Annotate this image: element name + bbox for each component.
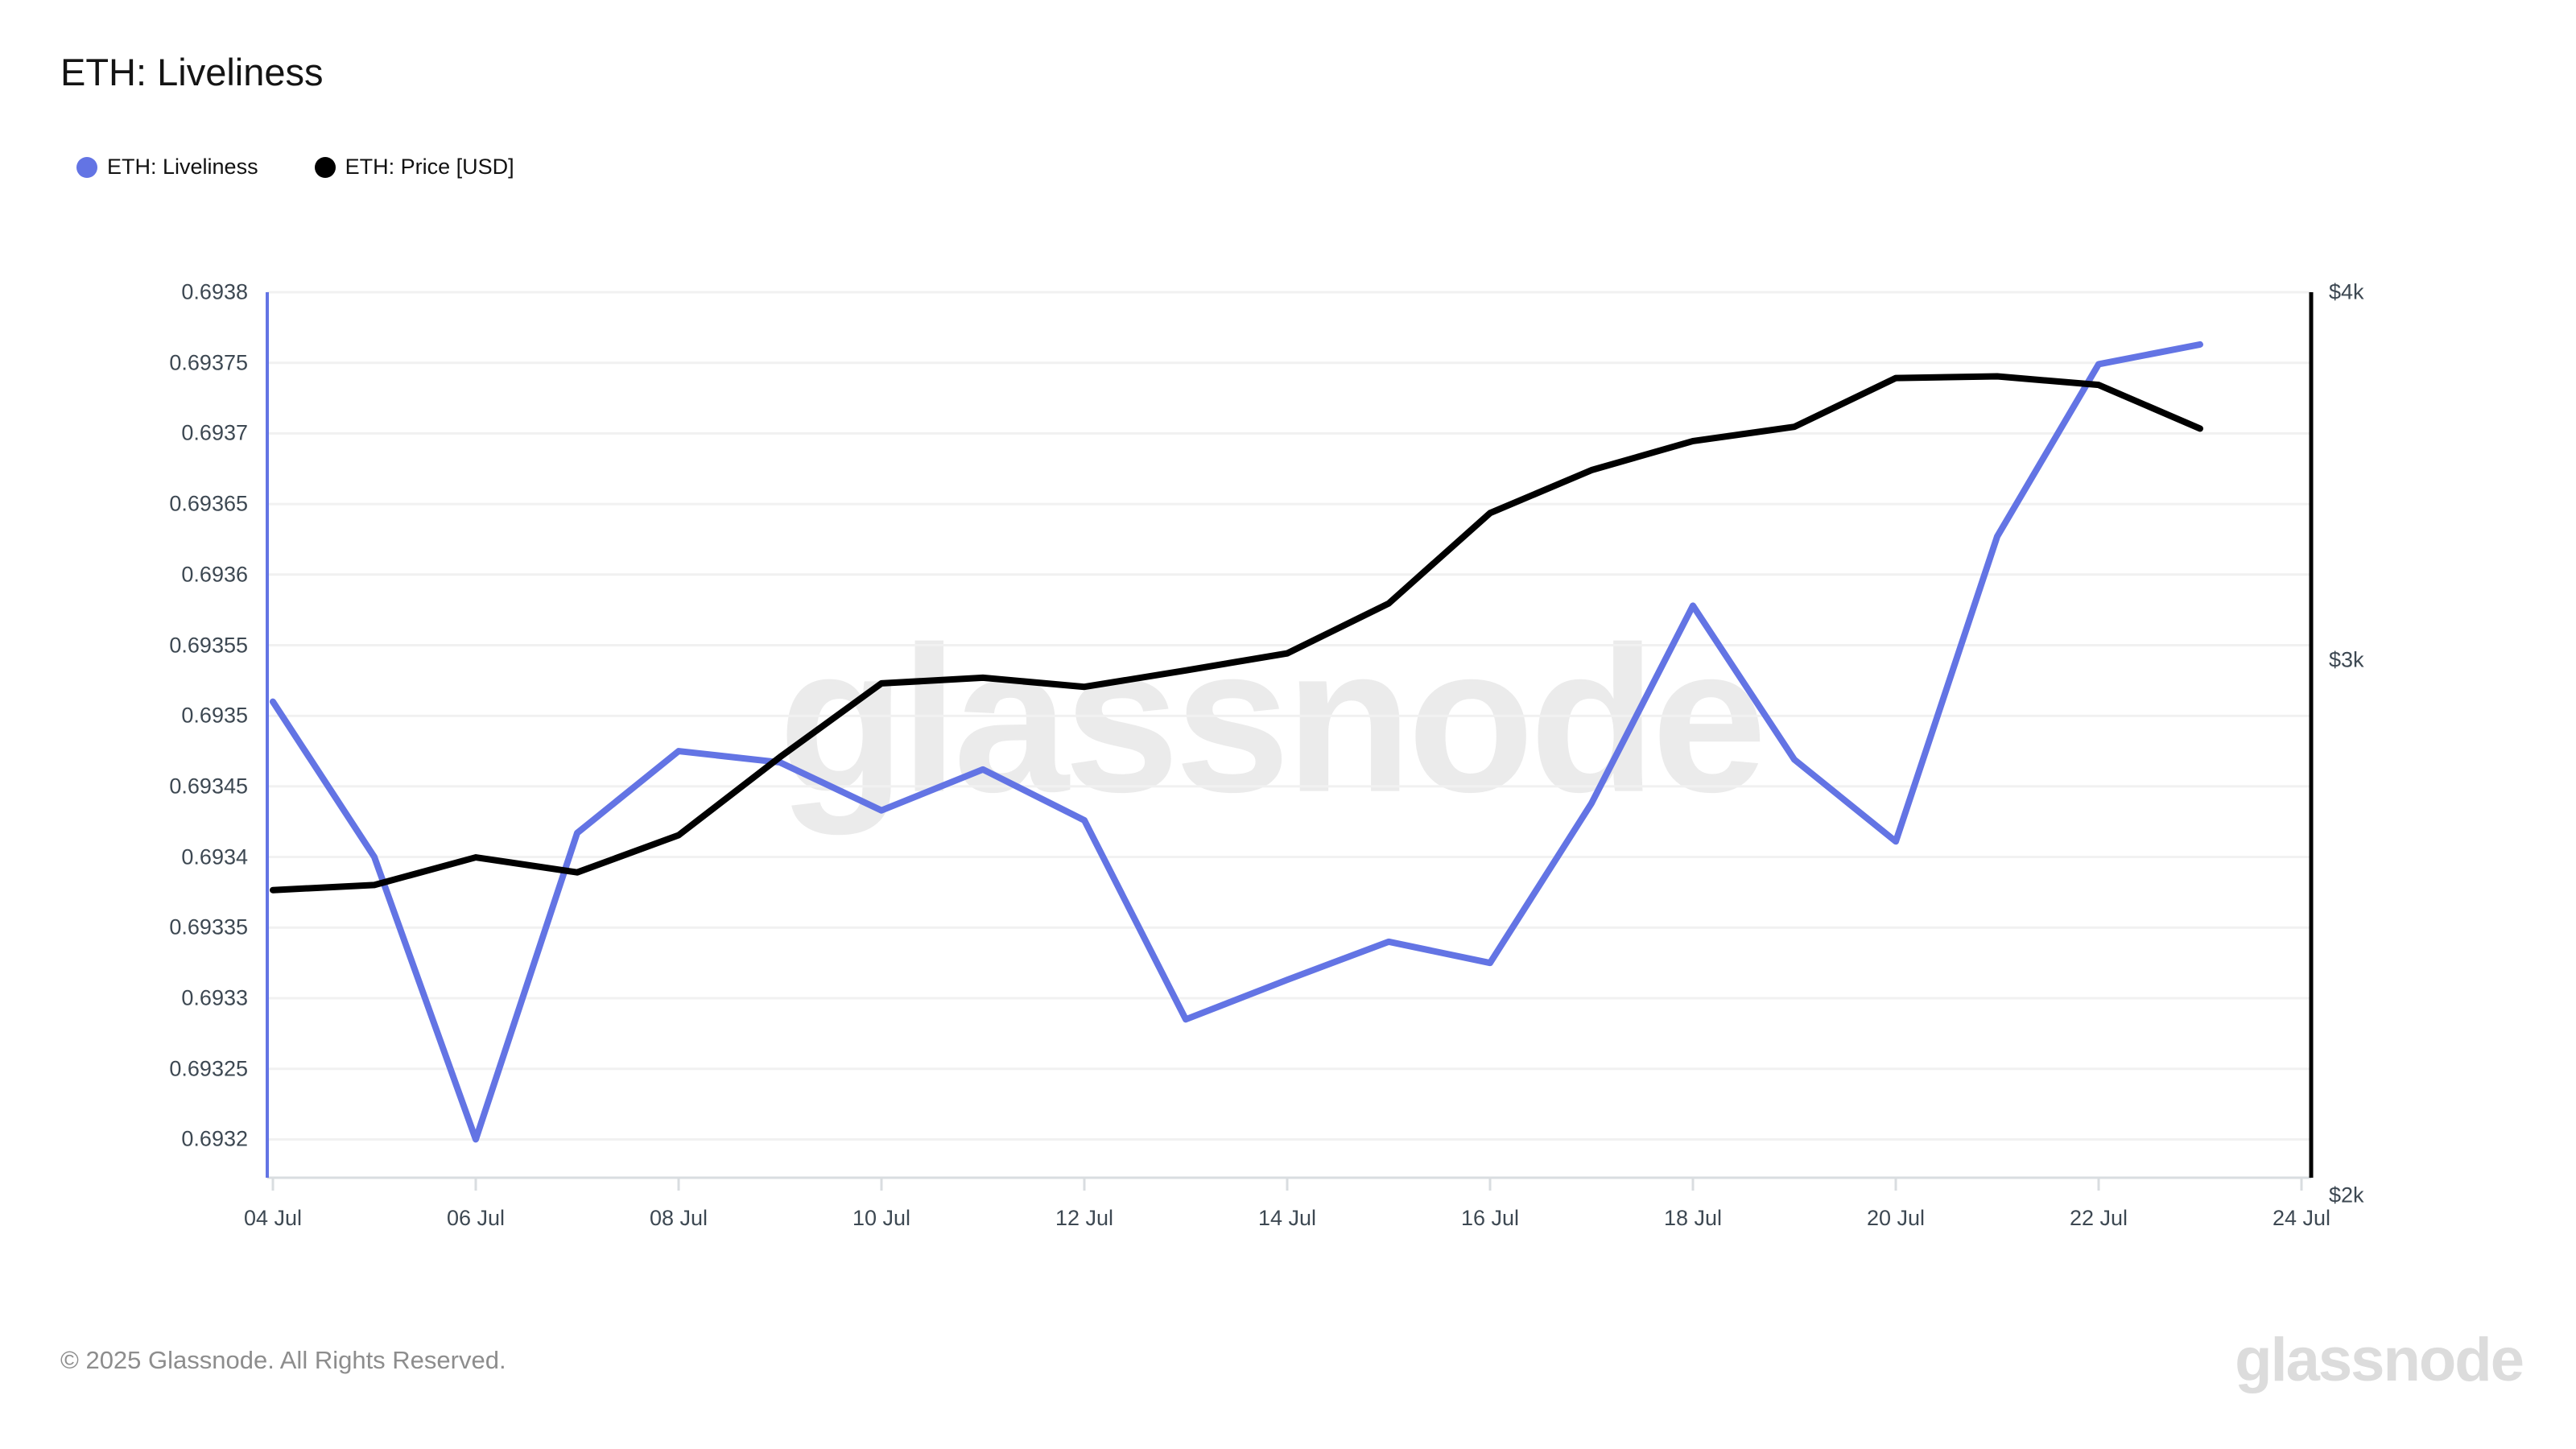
legend-label: ETH: Price [USD] (345, 155, 514, 179)
y-left-tick-label: 0.69375 (169, 350, 248, 375)
y-left-tick-label: 0.6938 (181, 279, 248, 304)
y-left-tick-label: 0.6932 (181, 1126, 248, 1151)
x-tick-label: 22 Jul (2069, 1206, 2128, 1230)
y-left-tick-label: 0.6937 (181, 420, 248, 445)
x-tick-label: 12 Jul (1055, 1206, 1114, 1230)
x-tick-label: 18 Jul (1663, 1206, 1723, 1230)
y-left-tick-label: 0.6933 (181, 985, 248, 1010)
y-right-tick-label: $2k (2329, 1183, 2364, 1208)
x-tick-label: 08 Jul (649, 1206, 708, 1230)
copyright-text: © 2025 Glassnode. All Rights Reserved. (60, 1346, 506, 1374)
y-left-tick-label: 0.69365 (169, 491, 248, 516)
y-left-tick-label: 0.69335 (169, 914, 248, 939)
series-line-liveliness (270, 341, 2203, 1143)
legend-dot-icon (76, 156, 97, 178)
legend-label: ETH: Liveliness (107, 155, 258, 179)
legend-item-liveliness[interactable]: ETH: Liveliness (76, 155, 258, 180)
x-tick-label: 24 Jul (2272, 1206, 2331, 1230)
page-title: ETH: Liveliness (60, 51, 324, 93)
y-right-tick-label: $4k (2329, 279, 2364, 304)
glassnode-logo: glassnode (2235, 1326, 2524, 1394)
x-tick-label: 06 Jul (446, 1206, 506, 1230)
y-right-tick-label: $3k (2329, 647, 2364, 672)
x-tick-label: 10 Jul (852, 1206, 911, 1230)
x-tick-label: 20 Jul (1866, 1206, 1926, 1230)
y-left-tick-label: 0.69325 (169, 1056, 248, 1081)
y-left-tick-label: 0.6934 (181, 844, 248, 869)
legend-dot-icon (314, 156, 336, 178)
y-left-tick-label: 0.69345 (169, 774, 248, 799)
x-tick-label: 14 Jul (1257, 1206, 1317, 1230)
legend: ETH: Liveliness ETH: Price [USD] (76, 155, 514, 180)
y-left-tick-label: 0.6936 (181, 562, 248, 587)
series-line-price (270, 373, 2203, 894)
y-left-tick-label: 0.69355 (169, 633, 248, 657)
legend-item-price[interactable]: ETH: Price [USD] (314, 155, 514, 180)
y-left-tick-label: 0.6935 (181, 703, 248, 728)
x-tick-label: 04 Jul (243, 1206, 303, 1230)
x-tick-label: 16 Jul (1460, 1206, 1520, 1230)
